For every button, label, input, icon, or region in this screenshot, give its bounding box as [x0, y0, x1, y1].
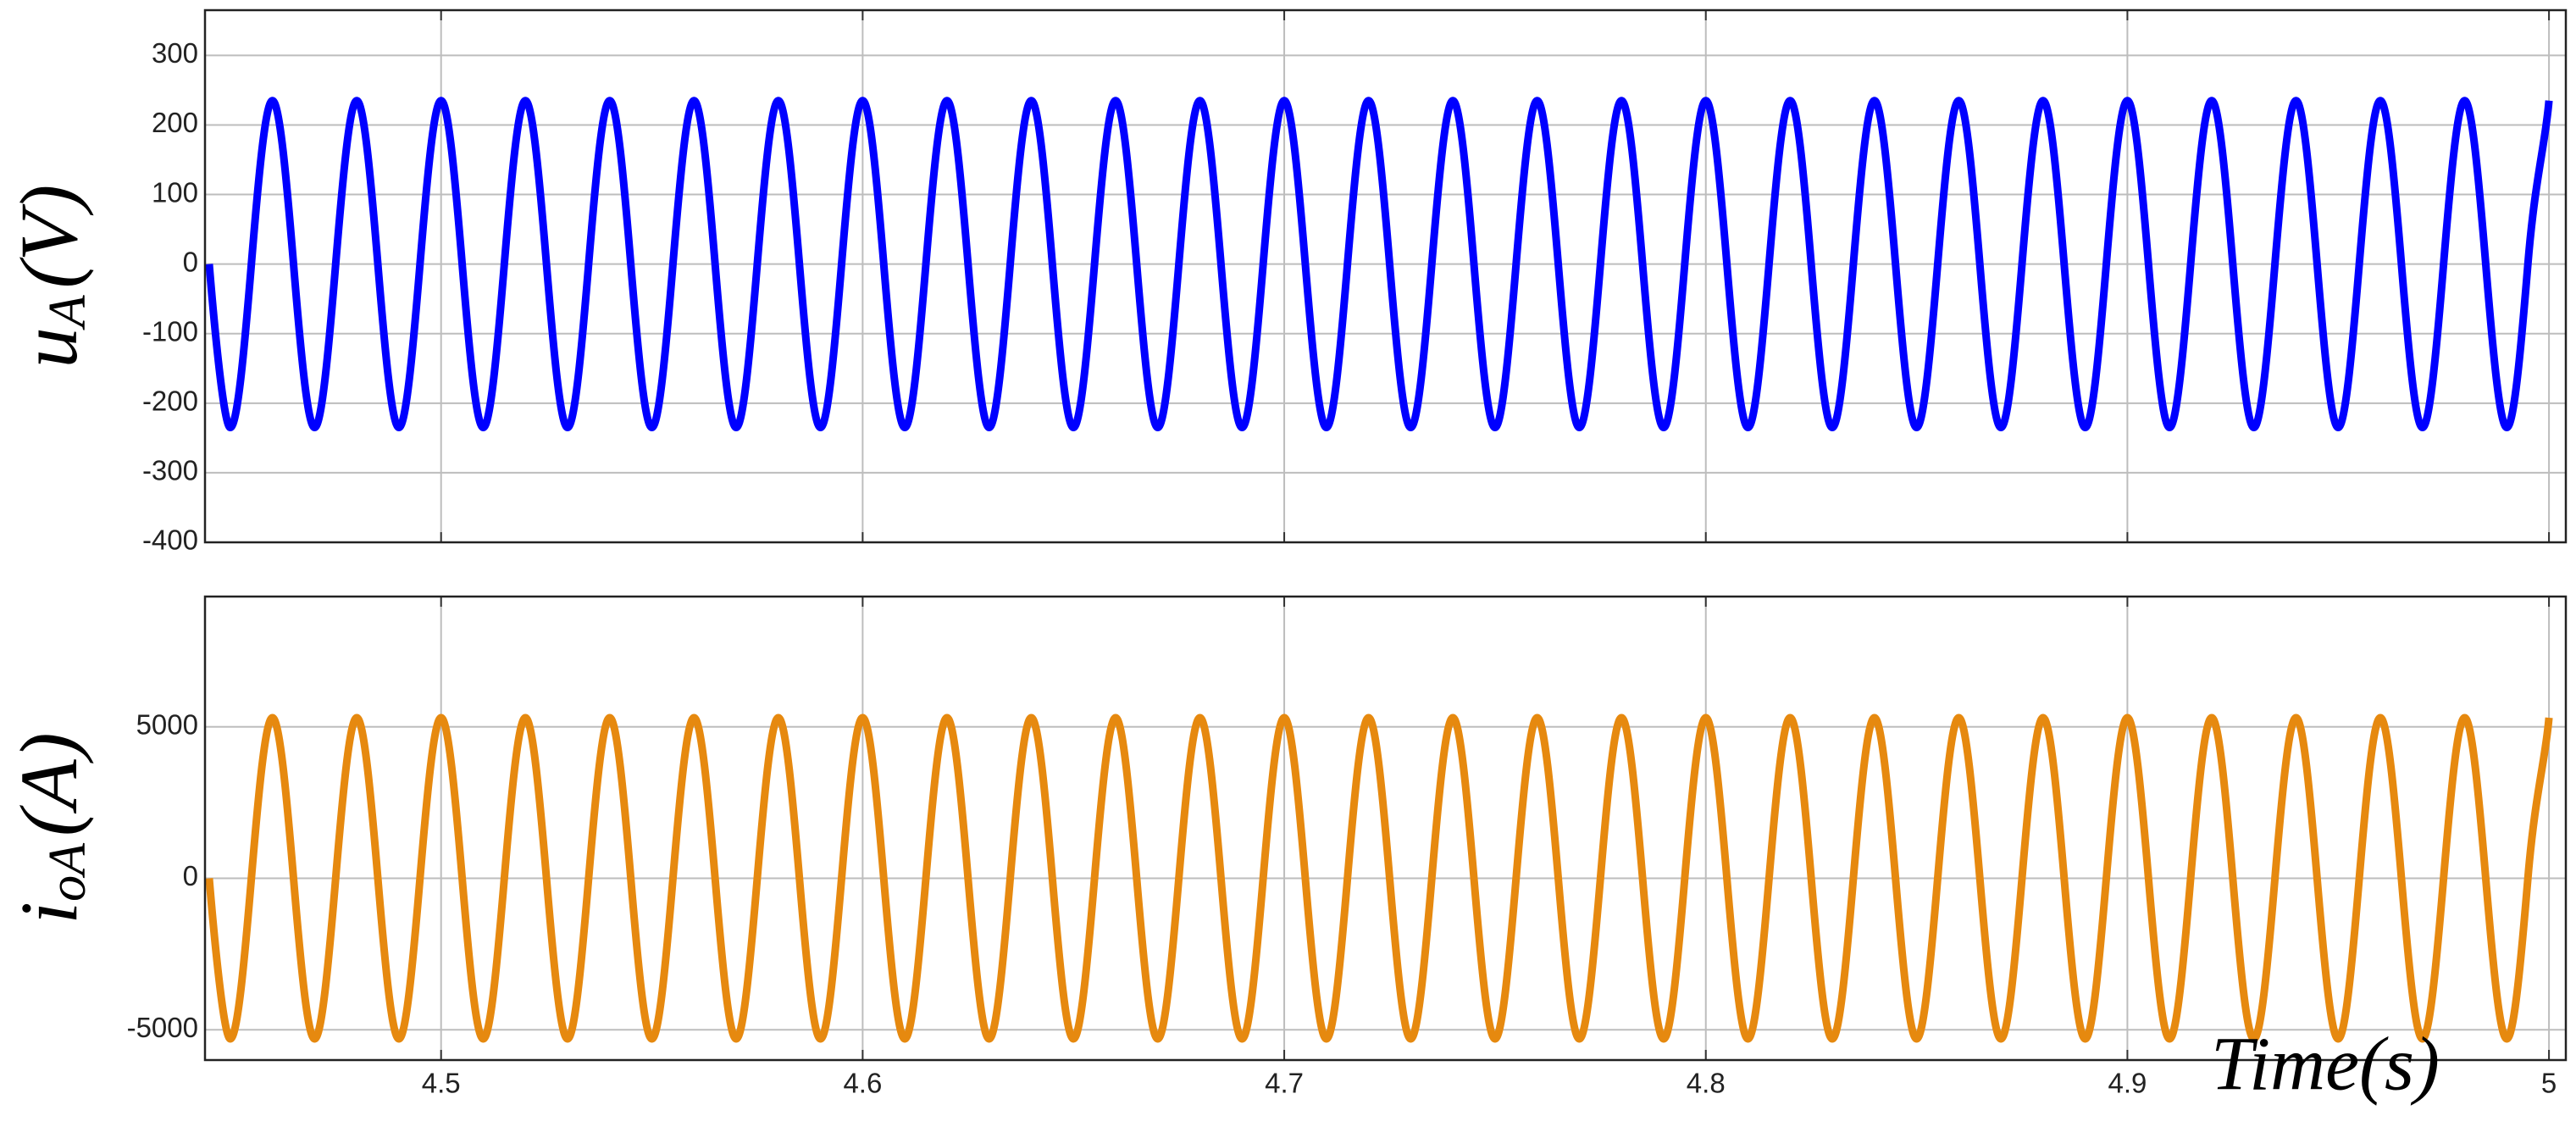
y-tick-label: 300	[152, 37, 198, 69]
y-label-subscript: A	[39, 294, 97, 330]
y-label-subscript: oA	[39, 842, 97, 902]
x-tick-label: 4.8	[1687, 1068, 1726, 1099]
y-label-symbol: u	[3, 327, 94, 368]
y-tick-label: -100	[142, 315, 198, 347]
x-tick-label: 4.5	[422, 1068, 461, 1099]
y-tick-label: 0	[183, 246, 198, 277]
y-tick-label: 100	[152, 176, 198, 208]
y-axis-label: ioA(A)	[3, 732, 97, 924]
plot: -5000 0 5000 4.5 4.6 4.7 4.8 4.9 5 ioA(A) Time(s)	[3, 595, 2568, 1107]
x-tick-label: 4.6	[843, 1068, 882, 1099]
y-label-symbol: i	[3, 902, 94, 924]
x-tick-label: 5	[2541, 1068, 2557, 1099]
x-tick-label: 4.9	[2108, 1068, 2147, 1099]
y-tick-label: -200	[142, 386, 198, 417]
y-label-unit: (A)	[3, 732, 94, 836]
y-axis-label: uA (V)	[3, 185, 97, 368]
y-label-unit: (V)	[3, 185, 94, 289]
x-axis-label: Time(s)	[2211, 1023, 2440, 1107]
plot-frame	[203, 595, 2568, 1062]
lines	[205, 97, 2553, 432]
plot-background	[205, 10, 2566, 542]
plot: -400 -300 -200 -100 0 100 200 300 uA (V)	[3, 8, 2568, 556]
y-tick-label: 5000	[136, 708, 198, 740]
y-tick-label: 200	[152, 107, 198, 138]
y-tick-label: -5000	[127, 1012, 198, 1043]
lines	[205, 713, 2553, 1043]
signal-line	[205, 713, 2553, 1043]
signal-line	[205, 97, 2553, 432]
y-tick-label: -300	[142, 455, 198, 486]
x-tick-label: 4.7	[1265, 1068, 1304, 1099]
y-tick-label: -400	[142, 525, 198, 556]
plot-frame	[203, 8, 2568, 544]
y-tick-label: 0	[183, 860, 198, 891]
